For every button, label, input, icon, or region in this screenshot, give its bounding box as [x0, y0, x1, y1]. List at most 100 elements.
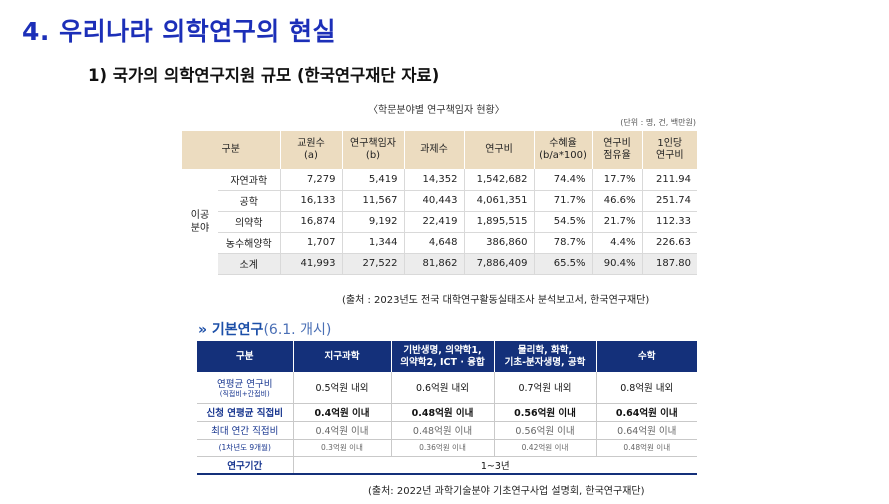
group-label: 이공 분야	[190, 209, 210, 234]
cell: 17.7%	[591, 169, 642, 191]
header-per-capita: 1인당 연구비	[641, 131, 697, 169]
cell: 41,993	[279, 253, 342, 275]
cell: 7,886,409	[463, 253, 534, 275]
t2-header-category: 구분	[197, 341, 293, 372]
cell: 40,443	[403, 190, 464, 212]
cell: 14,352	[403, 169, 464, 191]
row-label: 최대 연간 직접비	[197, 421, 293, 440]
cell: 65.5%	[533, 253, 592, 275]
cell: 1,344	[341, 232, 404, 254]
table-row: 연구기간 1~3년	[197, 456, 697, 475]
table-row-subtotal: 소계 41,993 27,522 81,862 7,886,409 65.5% …	[182, 253, 697, 275]
t2-header-physics-chem: 물리학, 화학, 기초-분자생명, 공학	[493, 341, 596, 372]
cell: 0.7억원 내외	[493, 372, 596, 404]
cell: 0.6억원 내외	[390, 372, 494, 404]
cell: 21.7%	[591, 211, 642, 233]
basic-research-table: 구분 지구과학 기반생명, 의약학1, 의약학2, ICT · 융합 물리학, 화…	[197, 341, 697, 475]
cell: 74.4%	[533, 169, 592, 191]
table-row: 공학 16,133 11,567 40,443 4,061,351 71.7% …	[182, 190, 697, 212]
cell: 0.56억원 이내	[493, 403, 596, 422]
cell: 0.64억원 이내	[595, 421, 697, 440]
cell: 78.7%	[533, 232, 592, 254]
cell: 4,648	[403, 232, 464, 254]
basic-research-heading: » 기본연구(6.1. 개시)	[198, 319, 331, 339]
table1-unit: (단위 : 명, 건, 백만원)	[620, 118, 696, 127]
table-row: 연평균 연구비 (직접비+간접비) 0.5억원 내외 0.6억원 내외 0.7억원…	[197, 372, 697, 404]
cell: 0.48억원 이내	[595, 439, 697, 457]
header-faculty: 교원수 (a)	[279, 131, 342, 169]
cell: 112.33	[641, 211, 697, 233]
table-row: 농수해양학 1,707 1,344 4,648 386,860 78.7% 4.…	[182, 232, 697, 254]
row-name: 의약학	[218, 211, 280, 233]
header-category: 구분	[182, 131, 280, 169]
cell: 0.56억원 이내	[493, 421, 596, 440]
table1-header-row: 구분 교원수 (a) 연구책임자 (b) 과제수 연구비 수혜율 (b/a*100) …	[182, 131, 697, 169]
cell: 9,192	[341, 211, 404, 233]
table-row: 의약학 16,874 9,192 22,419 1,895,515 54.5% …	[182, 211, 697, 233]
header-projects: 과제수	[403, 131, 464, 169]
cell: 0.42억원 이내	[493, 439, 596, 457]
double-chevron-icon: »	[198, 322, 208, 338]
table-row: 이공 분야 자연과학 7,279 5,419 14,352 1,542,682 7…	[182, 169, 697, 234]
header-funding: 연구비	[463, 131, 534, 169]
cell: 1,895,515	[463, 211, 534, 233]
row-label: 연구기간	[197, 456, 293, 475]
table-row: 최대 연간 직접비 0.4억원 이내 0.48억원 이내 0.56억원 이내 0…	[197, 421, 697, 440]
cell: 0.8억원 내외	[595, 372, 697, 404]
basic-research-title: 기본연구	[211, 322, 264, 338]
table2-header-row: 구분 지구과학 기반생명, 의약학1, 의약학2, ICT · 융합 물리학, 화…	[197, 341, 697, 372]
cell: 187.80	[641, 253, 697, 275]
row-label: 신청 연평균 직접비	[197, 403, 293, 422]
header-rate: 수혜율 (b/a*100)	[533, 131, 592, 169]
section-subtitle: 1) 국가의 의학연구지원 규모 (한국연구재단 자료)	[88, 66, 440, 85]
cell: 27,522	[341, 253, 404, 275]
table1-caption: 〈학문분야별 연구책임자 현황〉	[368, 105, 505, 116]
header-pi: 연구책임자 (b)	[341, 131, 404, 169]
t2-header-earth-science: 지구과학	[292, 341, 391, 372]
cell: 5,419	[341, 169, 404, 191]
cell: 16,874	[279, 211, 342, 233]
cell: 0.48억원 이내	[390, 421, 494, 440]
cell: 226.63	[641, 232, 697, 254]
header-share: 연구비 점유율	[591, 131, 642, 169]
basic-research-date: (6.1. 개시)	[263, 322, 332, 338]
table2-source: (출처: 2022년 과학기술분야 기초연구사업 설명회, 한국연구재단)	[368, 486, 645, 497]
t2-header-life-medicine: 기반생명, 의약학1, 의약학2, ICT · 융합	[390, 341, 494, 372]
cell: 22,419	[403, 211, 464, 233]
table-row: (1차년도 9개월) 0.3억원 이내 0.36억원 이내 0.42억원 이내 …	[197, 439, 697, 457]
cell: 54.5%	[533, 211, 592, 233]
cell: 0.48억원 이내	[390, 403, 494, 422]
cell: 0.4억원 이내	[292, 421, 391, 440]
cell: 1~3년	[292, 456, 697, 475]
row-label: (1차년도 9개월)	[197, 439, 293, 457]
table1-source: (출처 : 2023년도 전국 대학연구활동실태조사 분석보고서, 한국연구재단…	[342, 295, 650, 306]
row-name: 소계	[218, 253, 280, 275]
cell: 211.94	[641, 169, 697, 191]
cell: 11,567	[341, 190, 404, 212]
cell: 16,133	[279, 190, 342, 212]
cell: 71.7%	[533, 190, 592, 212]
table-row: 신청 연평균 직접비 0.4억원 이내 0.48억원 이내 0.56억원 이내 …	[197, 403, 697, 422]
row-name: 공학	[218, 190, 280, 212]
researcher-status-table: 구분 교원수 (a) 연구책임자 (b) 과제수 연구비 수혜율 (b/a*100) …	[182, 131, 697, 275]
row-name: 자연과학	[218, 169, 280, 191]
cell: 81,862	[403, 253, 464, 275]
cell: 1,542,682	[463, 169, 534, 191]
cell: 386,860	[463, 232, 534, 254]
cell: 90.4%	[591, 253, 642, 275]
page-title: 4. 우리나라 의학연구의 현실	[22, 17, 337, 46]
cell: 7,279	[279, 169, 342, 191]
cell: 4,061,351	[463, 190, 534, 212]
cell: 0.5억원 내외	[292, 372, 391, 404]
cell: 0.3억원 이내	[292, 439, 391, 457]
cell: 0.36억원 이내	[390, 439, 494, 457]
t2-header-math: 수학	[595, 341, 697, 372]
cell: 251.74	[641, 190, 697, 212]
cell: 0.4억원 이내	[292, 403, 391, 422]
cell: 4.4%	[591, 232, 642, 254]
cell: 0.64억원 이내	[595, 403, 697, 422]
row-label: 연평균 연구비 (직접비+간접비)	[197, 372, 293, 404]
row-name: 농수해양학	[218, 232, 280, 254]
cell: 46.6%	[591, 190, 642, 212]
cell: 1,707	[279, 232, 342, 254]
